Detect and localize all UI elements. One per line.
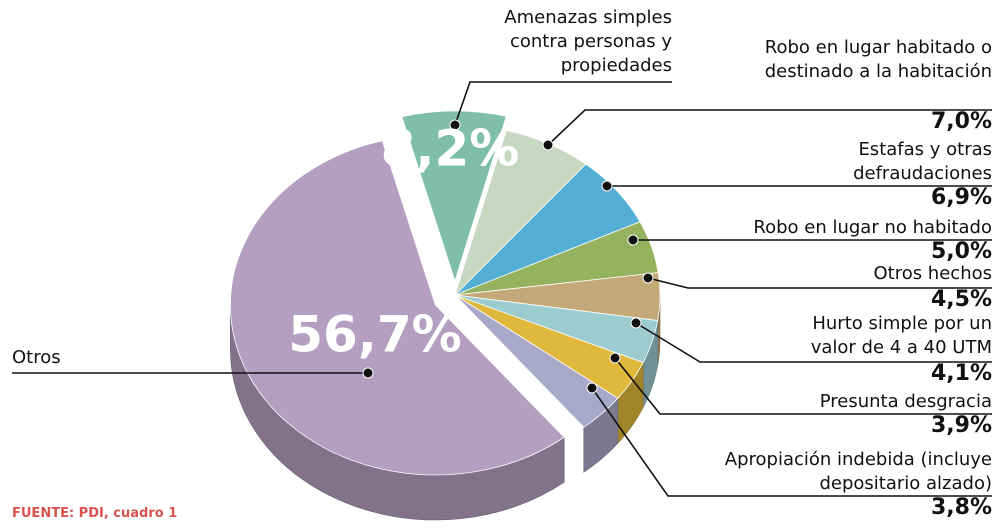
leader-line bbox=[547, 109, 992, 146]
value-label: 5,0% bbox=[930, 239, 992, 264]
value-label: 3,9% bbox=[930, 413, 992, 438]
leader-line bbox=[647, 277, 992, 289]
category-label: Robo en lugar habitado o destinado a la … bbox=[764, 37, 992, 82]
value-label: 4,5% bbox=[930, 287, 992, 312]
category-label: Hurto simple por un valor de 4 a 40 UTM bbox=[810, 313, 992, 358]
source: FUENTE: PDI, cuadro 1 bbox=[12, 506, 178, 521]
category-label: Estafas y otras defraudaciones bbox=[853, 139, 992, 184]
value-label: 4,1% bbox=[930, 361, 992, 386]
leader-dot bbox=[609, 352, 621, 364]
leader-dot bbox=[601, 180, 613, 192]
category-label: Amenazas simples contra personas y propi… bbox=[504, 7, 672, 76]
slice bbox=[454, 294, 619, 428]
leader-dot bbox=[586, 382, 598, 394]
value-label: 56,7% bbox=[288, 306, 461, 364]
category-label: Otros hechos bbox=[873, 263, 992, 284]
value-label: 6,9% bbox=[930, 185, 992, 210]
value-label: 7,0% bbox=[930, 109, 992, 134]
value-label: 8,2% bbox=[381, 120, 520, 178]
leader-line bbox=[454, 81, 672, 126]
category-label: Otros bbox=[12, 347, 61, 368]
slice bbox=[230, 140, 565, 476]
category-label: Robo en lugar no habitado bbox=[753, 217, 992, 238]
leader-dot bbox=[542, 139, 554, 151]
leader-dot bbox=[362, 367, 374, 379]
slice bbox=[401, 110, 507, 283]
leader-dot bbox=[642, 272, 654, 284]
category-label: Apropiación indebida (incluye depositari… bbox=[724, 449, 992, 494]
value-label: 3,8% bbox=[930, 495, 992, 520]
leader-line bbox=[591, 387, 992, 497]
category-label: Presunta desgracia bbox=[819, 391, 992, 412]
leader-line bbox=[635, 322, 992, 363]
leader-dot bbox=[630, 317, 642, 329]
leader-dot bbox=[627, 234, 639, 246]
leader-line bbox=[614, 357, 992, 415]
leader-dot bbox=[449, 119, 461, 131]
